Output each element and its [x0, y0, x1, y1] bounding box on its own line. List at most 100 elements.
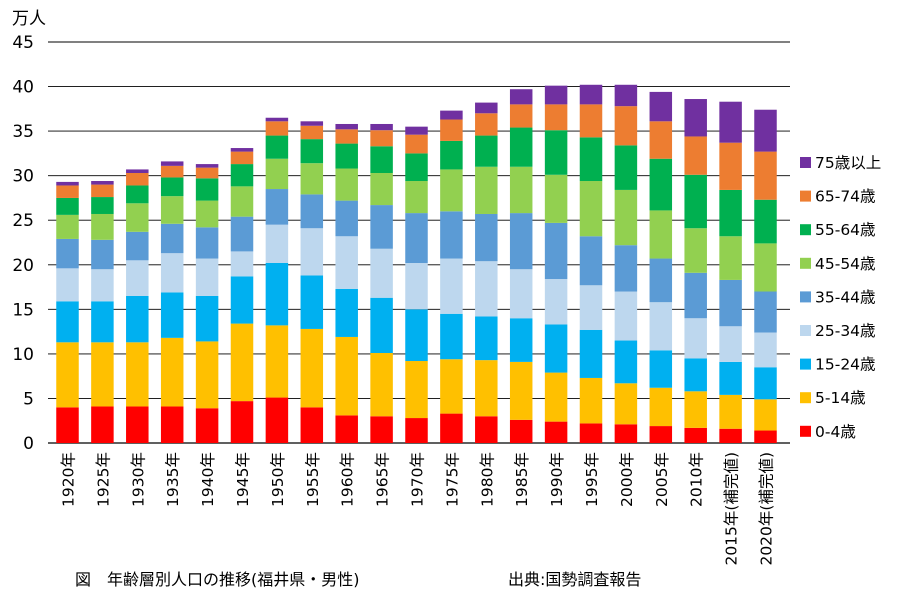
- legend-swatch: [800, 190, 811, 202]
- x-tick-label: 1935年: [164, 452, 182, 507]
- bar-segment: [335, 168, 358, 201]
- bar-segment: [230, 216, 254, 252]
- bar-segment: [475, 213, 498, 262]
- bar-segment: [440, 359, 463, 414]
- bar-segment: [684, 174, 707, 229]
- bar-segment: [126, 172, 149, 186]
- bar-segment: [370, 352, 393, 417]
- bar-segment: [719, 394, 742, 429]
- bar-segment: [649, 350, 673, 388]
- y-tick-labels: 0 5 10 15 20 25 30 35 40 45: [12, 33, 34, 454]
- bar-segment: [91, 213, 114, 240]
- bar-segment: [91, 239, 114, 270]
- bar-segment: [335, 143, 358, 169]
- x-tick-label: 1940年: [199, 452, 217, 507]
- bar-segment: [614, 245, 638, 292]
- bar-segment: [579, 181, 603, 237]
- x-tick-label: 1950年: [269, 452, 287, 507]
- bar-segment: [614, 424, 638, 443]
- bar-segment: [126, 295, 149, 343]
- bar-segment: [91, 184, 114, 198]
- bar-segment: [684, 318, 707, 359]
- bar-segment: [544, 279, 568, 325]
- bar-segment: [300, 228, 324, 276]
- bar-segment: [56, 301, 79, 343]
- bar-segment: [300, 163, 324, 195]
- bar-segment: [405, 262, 428, 310]
- legend-label: 65-74歳: [815, 188, 876, 206]
- bar-segment: [160, 292, 184, 338]
- legend-label: 75歳以上: [815, 154, 881, 172]
- bar-segment: [91, 342, 114, 407]
- bar-segment: [56, 407, 79, 443]
- bar-segment: [160, 223, 184, 254]
- x-tick-label: 1920年: [60, 452, 78, 507]
- bar-segment: [195, 178, 219, 201]
- legend-swatch: [800, 291, 811, 303]
- bar-segment: [265, 158, 289, 190]
- bar-segment: [614, 340, 638, 384]
- bar-segment: [56, 214, 79, 239]
- y-tick-label: 20: [12, 256, 34, 276]
- bar-segment: [126, 342, 149, 407]
- bar-segment: [544, 174, 568, 223]
- legend-swatch: [800, 325, 811, 336]
- bar-segment: [91, 181, 114, 185]
- bar-segment: [544, 130, 568, 175]
- bar-segment: [405, 153, 428, 182]
- y-axis-unit-label: 万人: [12, 9, 46, 29]
- bar-segment: [754, 332, 777, 368]
- bar-segment: [405, 213, 428, 263]
- bar-segment: [579, 236, 603, 286]
- bar-segment: [370, 146, 393, 173]
- bar-segment: [614, 189, 638, 246]
- y-tick-label: 10: [12, 345, 34, 365]
- bar-segment: [265, 397, 289, 443]
- bar-segment: [335, 415, 358, 443]
- bar-segment: [195, 227, 219, 259]
- bar-segment: [126, 169, 149, 173]
- bar-segment: [265, 121, 289, 136]
- bar-segment: [265, 325, 289, 398]
- bar-segment: [370, 416, 393, 443]
- y-tick-label: 30: [12, 167, 34, 187]
- legend-label: 55-64歳: [815, 221, 876, 239]
- bar-segment: [649, 258, 673, 303]
- legend-label: 45-54歳: [815, 255, 876, 273]
- bar-segment: [440, 119, 463, 141]
- bar-segment: [719, 142, 742, 190]
- bar-segment: [509, 269, 533, 319]
- bar-segment: [265, 189, 289, 225]
- bar-segment: [195, 258, 219, 296]
- bar-segment: [160, 406, 184, 443]
- x-tick-label: 1945年: [234, 452, 252, 507]
- bar-segment: [230, 164, 254, 187]
- legend-label: 15-24歳: [815, 356, 876, 374]
- bar-segment: [475, 261, 498, 317]
- bar-segment: [91, 197, 114, 214]
- bar-segment: [370, 172, 393, 206]
- x-tick-label: 1985年: [513, 452, 531, 507]
- bar-segment: [684, 427, 707, 443]
- bar-segment: [440, 169, 463, 212]
- bar-segment: [754, 199, 777, 244]
- bar-segment: [160, 337, 184, 407]
- bar-segment: [719, 428, 742, 443]
- bar-segment: [509, 127, 533, 167]
- bar-segment: [405, 134, 428, 154]
- bar-segment: [684, 136, 707, 175]
- bar-segment: [754, 243, 777, 292]
- legend-swatch: [800, 257, 811, 269]
- bar-segment: [300, 275, 324, 329]
- bar-segment: [475, 113, 498, 136]
- bar-segment: [405, 126, 428, 135]
- bar-segment: [126, 260, 149, 296]
- bar-segment: [719, 236, 742, 280]
- bar-segment: [56, 268, 79, 302]
- x-tick-label: 2000年: [618, 452, 636, 507]
- x-tick-label: 1965年: [374, 452, 392, 507]
- bar-segment: [649, 426, 673, 443]
- y-tick-label: 40: [12, 78, 34, 98]
- bar-segment: [230, 151, 254, 165]
